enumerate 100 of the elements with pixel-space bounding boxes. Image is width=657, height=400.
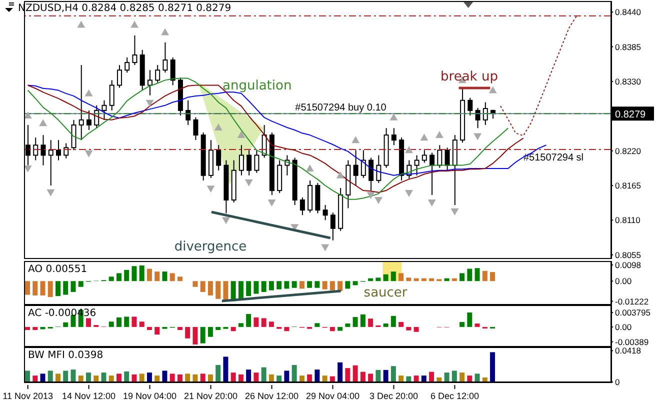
bar <box>108 322 114 327</box>
bar <box>429 372 434 382</box>
bar <box>345 281 350 289</box>
bar <box>192 281 198 287</box>
bar <box>32 281 38 296</box>
bar <box>223 281 228 302</box>
bar <box>254 317 259 327</box>
bar <box>352 365 358 382</box>
x-tick-label: 21 Nov 20:00 <box>184 391 238 400</box>
bar <box>230 372 236 382</box>
bar <box>383 324 388 327</box>
y-tick-label: 0.8220 <box>615 146 642 156</box>
point <box>352 136 360 144</box>
point <box>474 133 482 140</box>
bar <box>254 281 259 294</box>
chart-title: BW MFI 0.0398 <box>28 350 104 361</box>
point <box>428 200 436 207</box>
point <box>84 89 93 96</box>
ref-line-label: #51507294 buy 0.10 <box>295 102 387 114</box>
candlestick <box>193 116 198 141</box>
y-tick-label: 0.0098 <box>615 260 642 270</box>
bar <box>86 318 91 327</box>
bar <box>467 376 472 382</box>
candlestick <box>78 64 84 141</box>
point <box>39 119 48 126</box>
point <box>390 113 398 120</box>
bar <box>132 316 137 327</box>
bar <box>482 270 488 282</box>
candlestick <box>186 100 191 126</box>
bar <box>421 376 426 382</box>
bar <box>25 326 30 330</box>
bar <box>360 372 366 382</box>
y-tick-label: 0.00 <box>615 276 632 286</box>
bar <box>124 270 130 282</box>
point <box>450 208 459 216</box>
candlestick <box>56 140 61 161</box>
bar <box>170 273 175 282</box>
candlestick <box>322 204 328 221</box>
bar <box>299 281 304 289</box>
candlestick <box>64 142 69 159</box>
bar <box>460 372 465 382</box>
bar <box>390 316 396 327</box>
bar <box>70 281 76 292</box>
chart-title: AO 0.00551 <box>28 264 88 275</box>
bar <box>390 272 396 282</box>
point <box>130 20 139 28</box>
point <box>46 189 55 196</box>
x-tick-label: 3 Dec 20:00 <box>369 391 418 400</box>
bar <box>383 274 388 282</box>
bar <box>132 266 137 282</box>
candlestick <box>422 150 427 164</box>
bar <box>292 281 297 288</box>
point <box>24 112 32 118</box>
bar <box>177 276 182 282</box>
bar <box>383 370 388 382</box>
candlestick <box>376 154 382 184</box>
y-tick-label: 0.0418 <box>615 346 642 356</box>
bar <box>139 374 144 382</box>
point <box>374 196 382 204</box>
bar <box>474 324 480 327</box>
y-tick-label: 0 <box>615 377 620 388</box>
bar <box>352 281 358 286</box>
bar <box>108 276 114 282</box>
bar <box>25 370 30 382</box>
bar <box>208 374 213 382</box>
bar <box>185 374 190 382</box>
bar <box>376 370 381 382</box>
bar <box>307 374 312 382</box>
bar <box>216 365 221 382</box>
point <box>84 150 93 158</box>
y-tick-label: 0.8165 <box>615 180 642 191</box>
bar <box>414 326 419 332</box>
bar <box>314 370 320 382</box>
bar <box>292 365 297 382</box>
candlestick <box>475 107 480 129</box>
bar <box>116 317 122 327</box>
y-tick-label: 0.00 <box>615 322 632 332</box>
point <box>420 134 428 141</box>
bar <box>299 376 304 382</box>
bar <box>284 326 290 332</box>
point <box>404 146 413 154</box>
bar <box>63 322 68 327</box>
y-tick-label: 0.8055 <box>615 250 642 260</box>
bar <box>162 272 168 282</box>
bar <box>139 322 144 327</box>
bar <box>238 281 244 299</box>
bar <box>25 281 30 295</box>
bar <box>246 314 252 327</box>
bar <box>444 372 450 382</box>
point <box>214 123 222 130</box>
bar <box>490 352 496 382</box>
bar <box>216 281 221 299</box>
bar <box>185 326 190 338</box>
bar <box>261 318 266 327</box>
bar <box>116 273 122 282</box>
bar <box>460 322 465 327</box>
bar <box>108 376 114 382</box>
bar <box>406 326 412 330</box>
point <box>77 20 86 28</box>
candlestick <box>216 144 222 171</box>
